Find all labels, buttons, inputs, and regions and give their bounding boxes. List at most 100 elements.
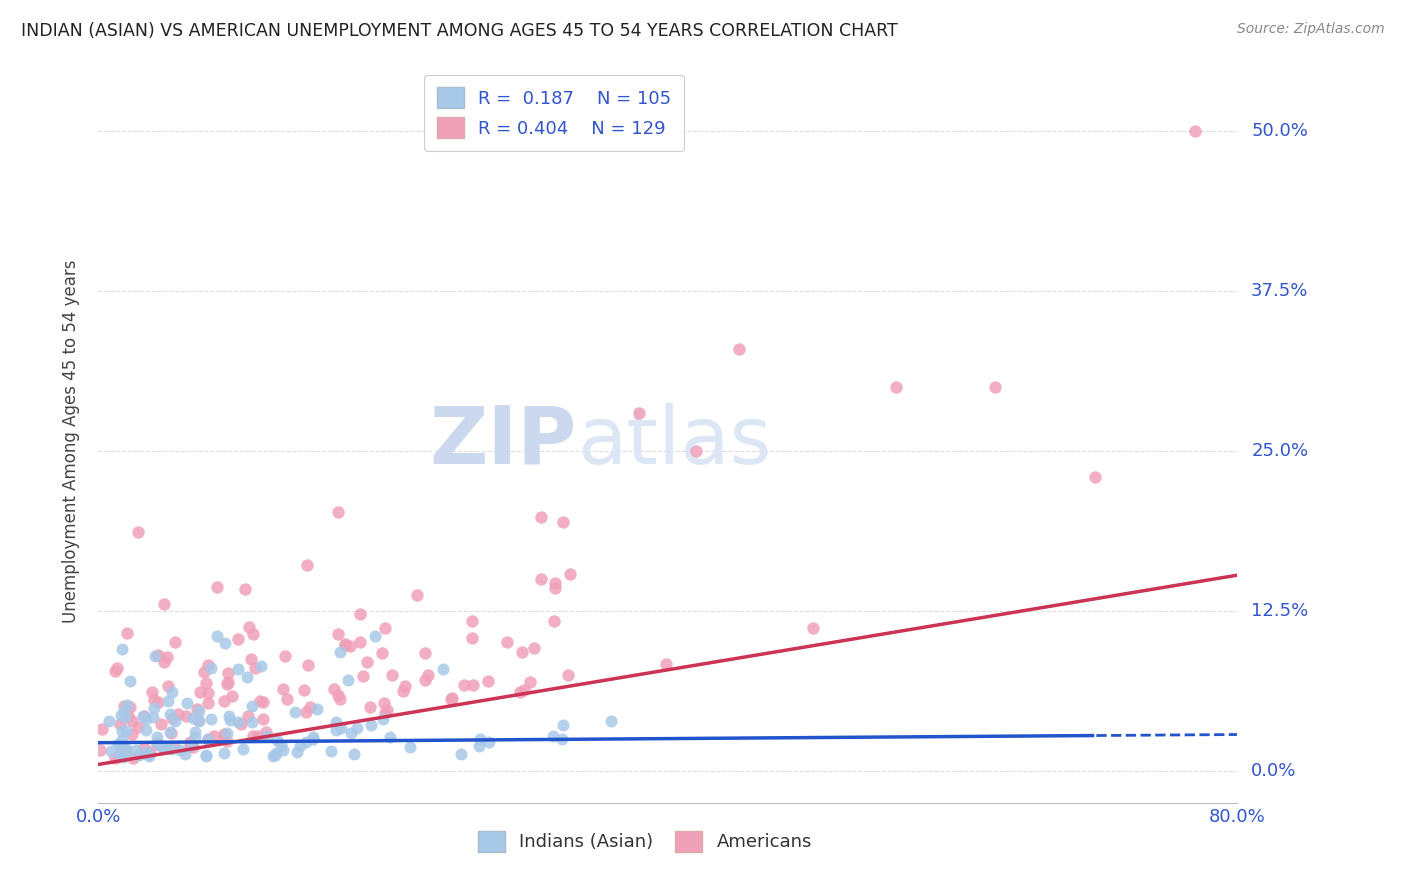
Point	[110, 746, 132, 760]
Point	[184, 724, 207, 739]
Point	[132, 708, 155, 723]
Point	[478, 735, 501, 749]
Point	[197, 696, 219, 710]
Point	[264, 746, 287, 760]
Point	[266, 733, 288, 747]
Point	[252, 695, 274, 709]
Point	[373, 696, 395, 710]
Point	[249, 693, 271, 707]
Point	[134, 746, 156, 760]
Y-axis label: Unemployment Among Ages 45 to 54 years: Unemployment Among Ages 45 to 54 years	[62, 260, 80, 624]
Point	[114, 724, 136, 739]
Point	[378, 730, 401, 744]
Point	[219, 713, 242, 727]
Point	[118, 700, 141, 714]
Point	[236, 670, 259, 684]
Point	[295, 735, 318, 749]
Point	[557, 668, 579, 682]
Point	[728, 342, 751, 356]
Point	[551, 731, 574, 746]
Point	[413, 673, 436, 687]
Point	[884, 380, 907, 394]
Point	[558, 567, 581, 582]
Point	[152, 740, 174, 755]
Point	[655, 657, 678, 672]
Text: ZIP: ZIP	[429, 402, 576, 481]
Point	[159, 725, 181, 739]
Point	[299, 700, 322, 714]
Point	[91, 722, 114, 736]
Point	[271, 743, 294, 757]
Point	[117, 708, 139, 723]
Point	[153, 598, 176, 612]
Point	[105, 661, 128, 675]
Point	[391, 684, 413, 698]
Point	[599, 714, 621, 728]
Point	[145, 731, 167, 745]
Point	[294, 683, 316, 698]
Point	[215, 726, 238, 740]
Point	[195, 748, 218, 763]
Point	[477, 673, 499, 688]
Point	[127, 720, 149, 734]
Point	[163, 714, 186, 729]
Point	[323, 682, 346, 697]
Point	[214, 693, 236, 707]
Point	[326, 688, 349, 702]
Point	[97, 714, 120, 728]
Point	[128, 748, 150, 763]
Point	[461, 614, 484, 628]
Text: 50.0%: 50.0%	[1251, 122, 1308, 140]
Point	[352, 669, 374, 683]
Point	[413, 646, 436, 660]
Point	[100, 744, 122, 758]
Point	[284, 705, 307, 719]
Point	[543, 615, 565, 629]
Point	[254, 725, 277, 739]
Point	[1184, 124, 1206, 138]
Point	[107, 737, 129, 751]
Point	[115, 742, 138, 756]
Point	[136, 745, 159, 759]
Point	[146, 695, 169, 709]
Point	[321, 744, 343, 758]
Point	[453, 678, 475, 692]
Point	[111, 724, 134, 739]
Point	[134, 708, 156, 723]
Point	[325, 723, 347, 737]
Point	[111, 742, 134, 756]
Point	[285, 745, 308, 759]
Point	[111, 642, 134, 657]
Point	[346, 721, 368, 735]
Point	[262, 749, 284, 764]
Point	[513, 683, 536, 698]
Point	[349, 607, 371, 621]
Point	[1084, 469, 1107, 483]
Point	[181, 739, 204, 754]
Point	[236, 709, 259, 723]
Point	[551, 515, 574, 529]
Point	[381, 668, 404, 682]
Point	[143, 693, 166, 707]
Point	[212, 727, 235, 741]
Point	[371, 646, 394, 660]
Point	[111, 732, 134, 747]
Point	[461, 678, 484, 692]
Point	[218, 709, 240, 723]
Point	[156, 650, 179, 665]
Point	[329, 645, 352, 659]
Point	[115, 626, 138, 640]
Point	[256, 730, 278, 744]
Point	[159, 707, 181, 722]
Point	[138, 749, 160, 764]
Point	[108, 717, 131, 731]
Point	[356, 655, 378, 669]
Point	[541, 729, 564, 743]
Point	[167, 706, 190, 721]
Point	[188, 704, 211, 718]
Point	[89, 742, 111, 756]
Point	[330, 721, 353, 735]
Point	[135, 723, 157, 738]
Point	[132, 741, 155, 756]
Legend: Indians (Asian), Americans: Indians (Asian), Americans	[471, 823, 820, 859]
